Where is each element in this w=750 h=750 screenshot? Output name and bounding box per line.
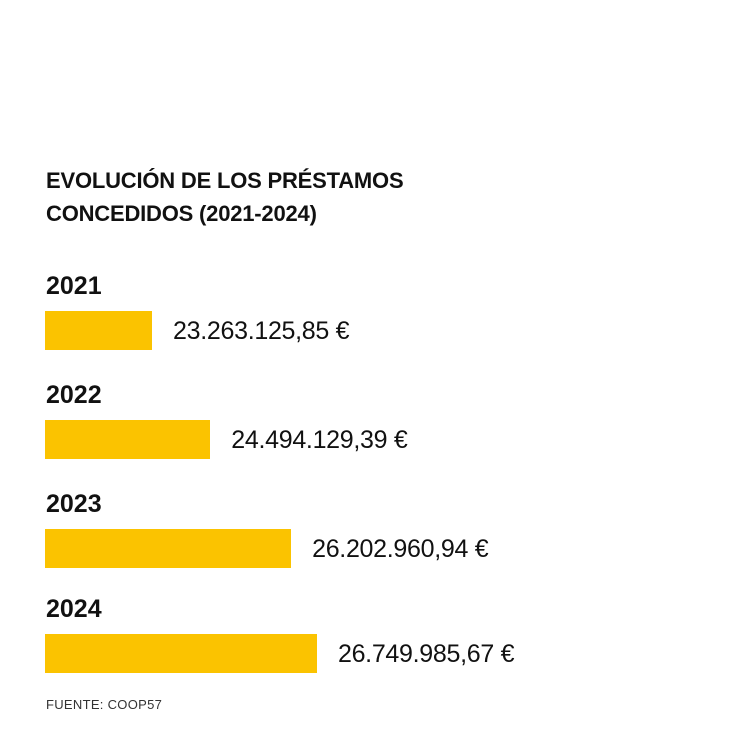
category-label: 2023 <box>46 490 102 518</box>
bar-row: 2022 24.494.129,39 € <box>0 381 750 481</box>
bar <box>45 634 317 673</box>
value-label: 23.263.125,85 € <box>173 317 350 345</box>
value-label: 26.202.960,94 € <box>312 535 489 563</box>
value-label: 24.494.129,39 € <box>231 426 408 454</box>
chart-title-line-1: EVOLUCIÓN DE LOS PRÉSTAMOS <box>46 168 404 193</box>
bar-row: 2021 23.263.125,85 € <box>0 272 750 372</box>
category-label: 2022 <box>46 381 102 409</box>
bar <box>45 311 153 350</box>
chart-title-line-2: CONCEDIDOS (2021-2024) <box>46 201 317 226</box>
category-label: 2024 <box>46 595 102 623</box>
source-note: FUENTE: COOP57 <box>46 697 163 712</box>
bar-row: 2023 26.202.960,94 € <box>0 490 750 590</box>
chart-title: EVOLUCIÓN DE LOS PRÉSTAMOS CONCEDIDOS (2… <box>46 164 404 230</box>
bar <box>45 420 211 459</box>
bar-row: 2024 26.749.985,67 € <box>0 595 750 695</box>
bar <box>45 529 292 568</box>
value-label: 26.749.985,67 € <box>337 640 515 668</box>
category-label: 2021 <box>46 272 102 300</box>
